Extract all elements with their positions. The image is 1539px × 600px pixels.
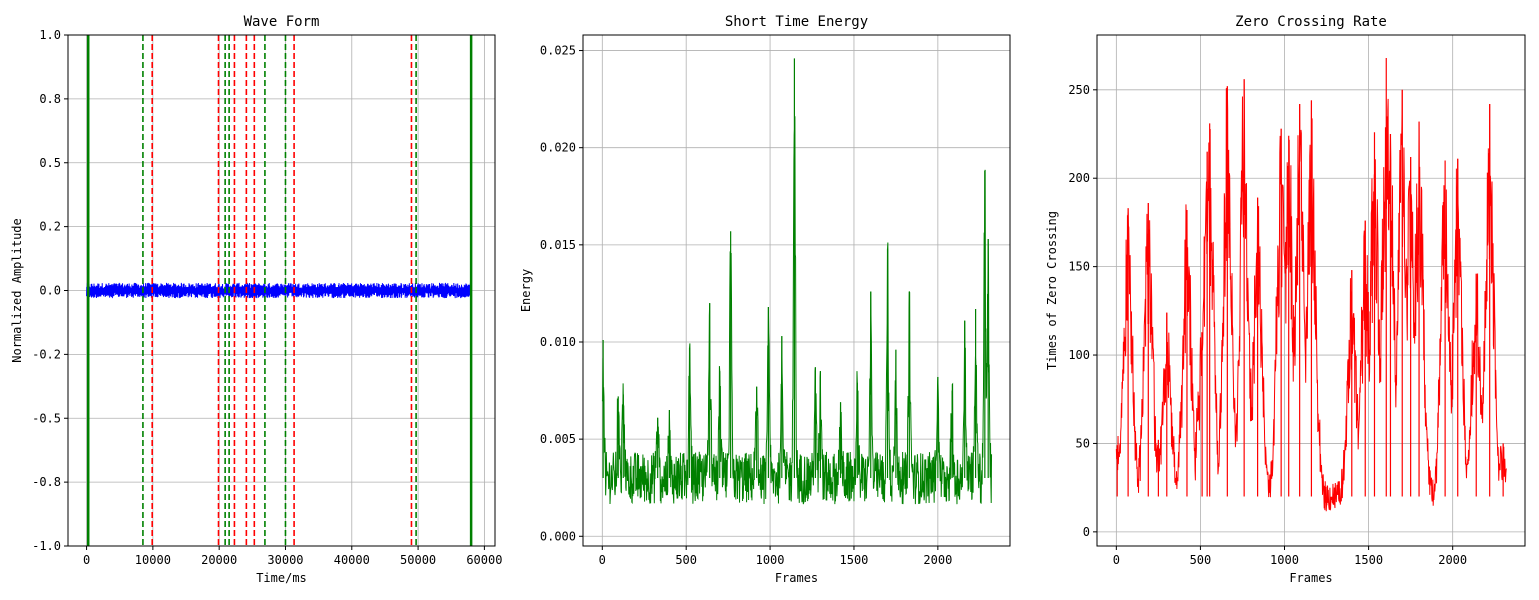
energy-y-tick-label: 0.015 bbox=[540, 238, 576, 252]
energy-y-tick-label: 0.000 bbox=[540, 529, 576, 543]
waveform-x-tick-label: 30000 bbox=[267, 553, 303, 567]
zcr-y-tick-label: 250 bbox=[1068, 83, 1090, 97]
waveform-plot bbox=[86, 35, 473, 546]
zcr-y-tick-label: 150 bbox=[1068, 260, 1090, 274]
waveform-title: Wave Form bbox=[244, 14, 320, 30]
energy-x-tick-label: 1000 bbox=[756, 553, 785, 567]
waveform-ticks: 0 10000 20000 30000 40000 50000 60000 -1.0 -0.8 -… bbox=[32, 28, 502, 567]
energy-x-tick-label: 500 bbox=[675, 553, 697, 567]
waveform-y-tick-label: 0.5 bbox=[39, 156, 61, 170]
waveform-y-tick-label: 0.8 bbox=[39, 92, 61, 106]
zcr-x-tick-label: 1500 bbox=[1354, 553, 1383, 567]
energy-y-tick-label: 0.025 bbox=[540, 44, 576, 58]
energy-y-tick-label: 0.020 bbox=[540, 141, 576, 155]
waveform-panel: 0 10000 20000 30000 40000 50000 60000 -1.0 -0.8 -… bbox=[10, 14, 502, 585]
zcr-x-tick-label: 0 bbox=[1113, 553, 1120, 567]
waveform-y-tick-label: -0.2 bbox=[32, 347, 61, 361]
zcr-axes-frame bbox=[1096, 34, 1526, 547]
zcr-y-tick-label: 200 bbox=[1068, 171, 1090, 185]
energy-y-tick-label: 0.005 bbox=[540, 432, 576, 446]
waveform-y-tick-label: -1.0 bbox=[32, 539, 61, 553]
zcr-panel: 0 500 1000 1500 2000 0 50 100 150 200 250 Zero Cro… bbox=[1045, 14, 1526, 585]
zcr-x-tick-label: 2000 bbox=[1438, 553, 1467, 567]
zcr-y-tick-label: 0 bbox=[1083, 525, 1090, 539]
zcr-plot bbox=[1115, 57, 1507, 512]
energy-x-tick-label: 1500 bbox=[840, 553, 869, 567]
waveform-signal-line bbox=[86, 282, 472, 299]
energy-y-tick-label: 0.010 bbox=[540, 335, 576, 349]
waveform-x-tick-label: 10000 bbox=[135, 553, 171, 567]
waveform-x-tick-label: 50000 bbox=[400, 553, 436, 567]
waveform-x-tick-label: 20000 bbox=[201, 553, 237, 567]
waveform-y-tick-label: -0.5 bbox=[32, 411, 61, 425]
zcr-y-axis-label: Times of Zero Crossing bbox=[1045, 211, 1059, 370]
zcr-x-tick-label: 500 bbox=[1190, 553, 1212, 567]
energy-axes-frame bbox=[582, 34, 1011, 547]
zcr-y-tick-label: 50 bbox=[1076, 436, 1090, 450]
energy-x-tick-label: 0 bbox=[599, 553, 606, 567]
zcr-x-axis-label: Frames bbox=[1289, 571, 1332, 585]
waveform-x-axis-label: Time/ms bbox=[256, 571, 307, 585]
energy-ticks: 0 500 1000 1500 2000 0.000 0.005 0.010 0.015 0.02… bbox=[540, 44, 952, 567]
zcr-title: Zero Crossing Rate bbox=[1235, 14, 1387, 30]
waveform-x-tick-label: 60000 bbox=[466, 553, 502, 567]
waveform-y-tick-label: 0.2 bbox=[39, 220, 61, 234]
energy-title: Short Time Energy bbox=[725, 14, 868, 30]
waveform-y-tick-label: -0.8 bbox=[32, 475, 61, 489]
waveform-y-tick-label: 0.0 bbox=[39, 284, 61, 298]
energy-x-axis-label: Frames bbox=[775, 571, 818, 585]
zcr-y-tick-label: 100 bbox=[1068, 348, 1090, 362]
waveform-x-tick-label: 0 bbox=[83, 553, 90, 567]
zcr-series-line bbox=[1115, 79, 1507, 512]
waveform-y-axis-label: Normalized Amplitude bbox=[10, 218, 24, 363]
waveform-y-tick-label: 1.0 bbox=[39, 28, 61, 42]
energy-series-line bbox=[601, 116, 993, 505]
zcr-x-tick-label: 1000 bbox=[1270, 553, 1299, 567]
energy-panel: 0 500 1000 1500 2000 0.000 0.005 0.010 0.015 0.02… bbox=[519, 14, 1011, 585]
waveform-x-tick-label: 40000 bbox=[334, 553, 370, 567]
energy-y-axis-label: Energy bbox=[519, 269, 533, 312]
energy-plot bbox=[601, 58, 993, 505]
zcr-ticks: 0 500 1000 1500 2000 0 50 100 150 200 250 bbox=[1068, 83, 1467, 567]
energy-x-tick-label: 2000 bbox=[923, 553, 952, 567]
